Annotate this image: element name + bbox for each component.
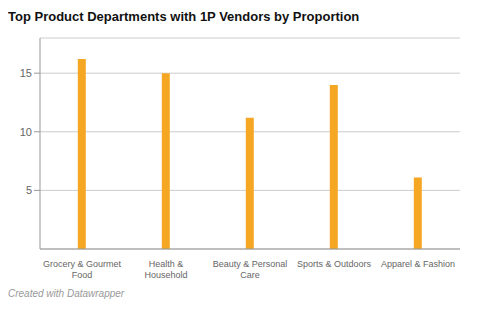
html-text:Top Product Departments with 1: Top Product Departments with 1P Vendors …: [8, 9, 360, 24]
svg-text:Beauty & PersonalCare: Beauty & PersonalCare: [213, 259, 288, 280]
svg-text:15: 15: [20, 67, 32, 79]
svg-text:Apparel & Fashion: Apparel & Fashion: [381, 259, 455, 269]
svg-text:Sports & Outdoors: Sports & Outdoors: [297, 259, 372, 269]
svg-text:5: 5: [26, 184, 32, 196]
html-text:Created with Datawrapper: Created with Datawrapper: [8, 288, 125, 299]
svg-text:Health &Household: Health &Household: [144, 259, 187, 280]
svg-text:Grocery & GourmetFood: Grocery & GourmetFood: [43, 259, 122, 280]
svg-text:10: 10: [20, 126, 32, 138]
